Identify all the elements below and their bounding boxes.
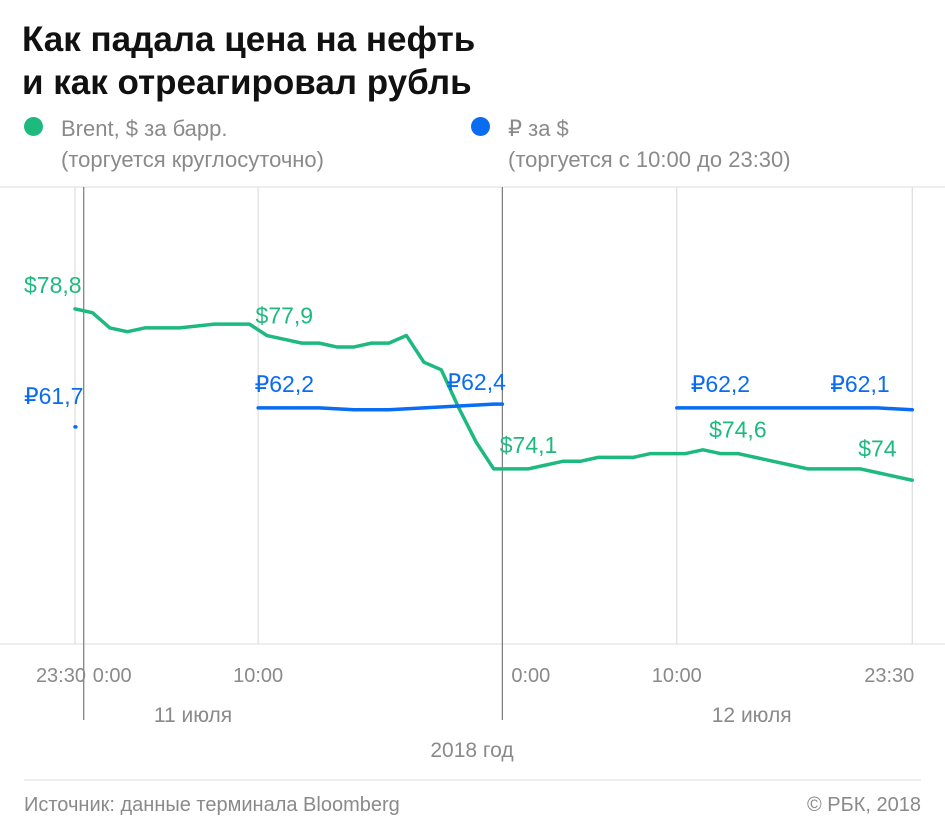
legend-rub-sub: (торгуется с 10:00 до 23:30) <box>508 147 791 172</box>
brent-legend-dot-icon <box>24 117 43 136</box>
legend-rub: ₽ за $ (торгуется с 10:00 до 23:30) <box>471 113 791 175</box>
brent-data-label: $74,1 <box>500 432 558 458</box>
title-line-1: Как падала цена на нефть <box>22 20 476 59</box>
brent-data-label: $74 <box>858 436 897 462</box>
x-tick-label: 0:00 <box>93 665 132 687</box>
brent-data-label: $78,8 <box>24 272 82 298</box>
rub-data-label: ₽62,2 <box>691 371 750 397</box>
x-tick-label: 10:00 <box>652 665 702 687</box>
rub-data-label: ₽62,1 <box>830 371 889 397</box>
rub-data-label: ₽61,7 <box>24 383 83 409</box>
brent-line <box>73 307 915 482</box>
x-tick-label: 10:00 <box>233 665 283 687</box>
day-label: 11 июля <box>154 704 232 727</box>
rub-data-label: ₽62,2 <box>255 371 314 397</box>
legend-brent-sub: (торгуется круглосуточно) <box>61 147 324 172</box>
copyright: © РБК, 2018 <box>806 794 921 816</box>
legend-brent: Brent, $ за барр. (торгуется круглосуточ… <box>24 113 324 175</box>
brent-data-label: $77,9 <box>256 302 314 328</box>
rub-line-segment <box>675 406 915 412</box>
x-tick-label: 23:30 <box>36 665 86 687</box>
legend-rub-label: ₽ за $ <box>508 116 569 141</box>
year-label: 2018 год <box>430 739 513 762</box>
rub-line-segment <box>256 402 505 412</box>
rub-data-label: ₽62,4 <box>446 369 506 395</box>
x-tick-label: 23:30 <box>864 665 914 687</box>
source-note: Источник: данные терминала Bloomberg <box>24 794 400 816</box>
x-tick-label: 0:00 <box>511 665 550 687</box>
chart-title: Как падала цена на нефть и как отреагиро… <box>22 18 475 104</box>
title-line-2: и как отреагировал рубль <box>22 63 472 102</box>
day-label: 12 июля <box>712 704 792 727</box>
brent-data-label: $74,6 <box>709 417 767 443</box>
rub-legend-dot-icon <box>471 117 490 136</box>
legend-brent-label: Brent, $ за барр. <box>61 116 228 141</box>
